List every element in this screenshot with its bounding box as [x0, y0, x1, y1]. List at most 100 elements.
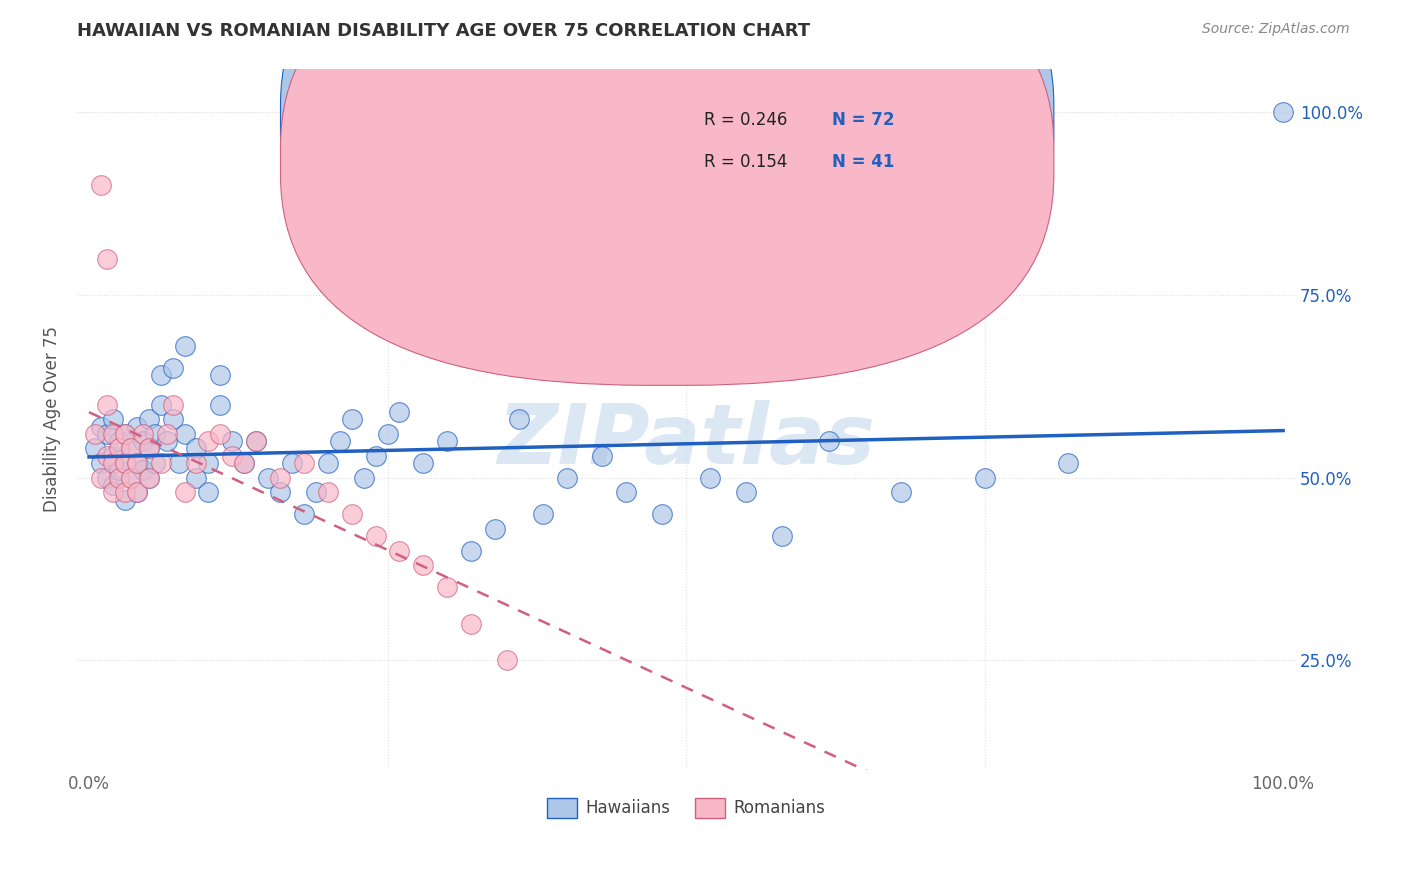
Hawaiians [125, 485, 148, 500]
Hawaiians [143, 456, 166, 470]
Hawaiians [186, 442, 208, 456]
Romanians [269, 471, 291, 485]
Text: Source: ZipAtlas.com: Source: ZipAtlas.com [1202, 22, 1350, 37]
Hawaiians [186, 471, 208, 485]
Romanians [101, 426, 124, 441]
Romanians [364, 529, 387, 543]
Romanians [108, 471, 131, 485]
Hawaiians [197, 456, 219, 470]
Hawaiians [592, 449, 614, 463]
Hawaiians [460, 543, 482, 558]
Romanians [162, 398, 184, 412]
Hawaiians [1272, 105, 1295, 120]
Hawaiians [132, 463, 155, 477]
Romanians [138, 471, 160, 485]
Hawaiians [484, 522, 506, 536]
Hawaiians [377, 426, 399, 441]
Hawaiians [233, 456, 256, 470]
Romanians [96, 398, 118, 412]
Romanians [388, 543, 411, 558]
Hawaiians [108, 463, 131, 477]
Hawaiians [436, 434, 458, 449]
Romanians [125, 456, 148, 470]
Hawaiians [143, 426, 166, 441]
Hawaiians [412, 456, 434, 470]
Romanians [316, 485, 339, 500]
Hawaiians [257, 471, 280, 485]
Y-axis label: Disability Age Over 75: Disability Age Over 75 [44, 326, 60, 512]
Hawaiians [388, 405, 411, 419]
Hawaiians [651, 508, 673, 522]
FancyBboxPatch shape [280, 0, 1054, 385]
Hawaiians [221, 434, 243, 449]
Romanians [96, 449, 118, 463]
Hawaiians [90, 456, 112, 470]
Text: HAWAIIAN VS ROMANIAN DISABILITY AGE OVER 75 CORRELATION CHART: HAWAIIAN VS ROMANIAN DISABILITY AGE OVER… [77, 22, 810, 40]
Hawaiians [149, 398, 172, 412]
FancyBboxPatch shape [280, 0, 1054, 343]
Romanians [114, 485, 136, 500]
Hawaiians [555, 471, 578, 485]
Romanians [125, 485, 148, 500]
Romanians [156, 426, 179, 441]
Hawaiians [173, 426, 195, 441]
Hawaiians [125, 456, 148, 470]
Romanians [96, 252, 118, 266]
Hawaiians [818, 434, 841, 449]
Hawaiians [245, 434, 267, 449]
Hawaiians [508, 412, 530, 426]
Hawaiians [114, 456, 136, 470]
Romanians [496, 653, 519, 667]
Romanians [108, 442, 131, 456]
Hawaiians [531, 508, 554, 522]
Hawaiians [281, 456, 304, 470]
Romanians [245, 434, 267, 449]
Romanians [460, 616, 482, 631]
Hawaiians [84, 442, 107, 456]
Hawaiians [770, 529, 793, 543]
Romanians [233, 456, 256, 470]
Romanians [197, 434, 219, 449]
Hawaiians [162, 412, 184, 426]
Hawaiians [120, 471, 142, 485]
Hawaiians [138, 412, 160, 426]
Romanians [173, 485, 195, 500]
Romanians [186, 456, 208, 470]
Romanians [292, 456, 315, 470]
Hawaiians [90, 419, 112, 434]
Hawaiians [96, 471, 118, 485]
Hawaiians [138, 442, 160, 456]
Hawaiians [156, 434, 179, 449]
Legend: Hawaiians, Romanians: Hawaiians, Romanians [540, 791, 832, 825]
Text: R = 0.154: R = 0.154 [704, 153, 787, 171]
Hawaiians [162, 361, 184, 376]
Hawaiians [973, 471, 995, 485]
Hawaiians [699, 471, 721, 485]
Romanians [101, 485, 124, 500]
Hawaiians [340, 412, 363, 426]
Romanians [221, 449, 243, 463]
Hawaiians [197, 485, 219, 500]
Text: N = 72: N = 72 [832, 112, 894, 129]
Hawaiians [108, 434, 131, 449]
Hawaiians [364, 449, 387, 463]
Romanians [84, 426, 107, 441]
Hawaiians [120, 442, 142, 456]
Hawaiians [209, 398, 232, 412]
Hawaiians [305, 485, 328, 500]
Romanians [90, 178, 112, 193]
Hawaiians [114, 426, 136, 441]
Hawaiians [209, 368, 232, 383]
Romanians [90, 471, 112, 485]
Romanians [114, 456, 136, 470]
Romanians [132, 426, 155, 441]
Romanians [120, 471, 142, 485]
Romanians [340, 508, 363, 522]
Hawaiians [132, 434, 155, 449]
Hawaiians [138, 471, 160, 485]
Romanians [149, 456, 172, 470]
Hawaiians [329, 434, 352, 449]
Hawaiians [167, 456, 190, 470]
Romanians [209, 426, 232, 441]
Romanians [436, 580, 458, 594]
